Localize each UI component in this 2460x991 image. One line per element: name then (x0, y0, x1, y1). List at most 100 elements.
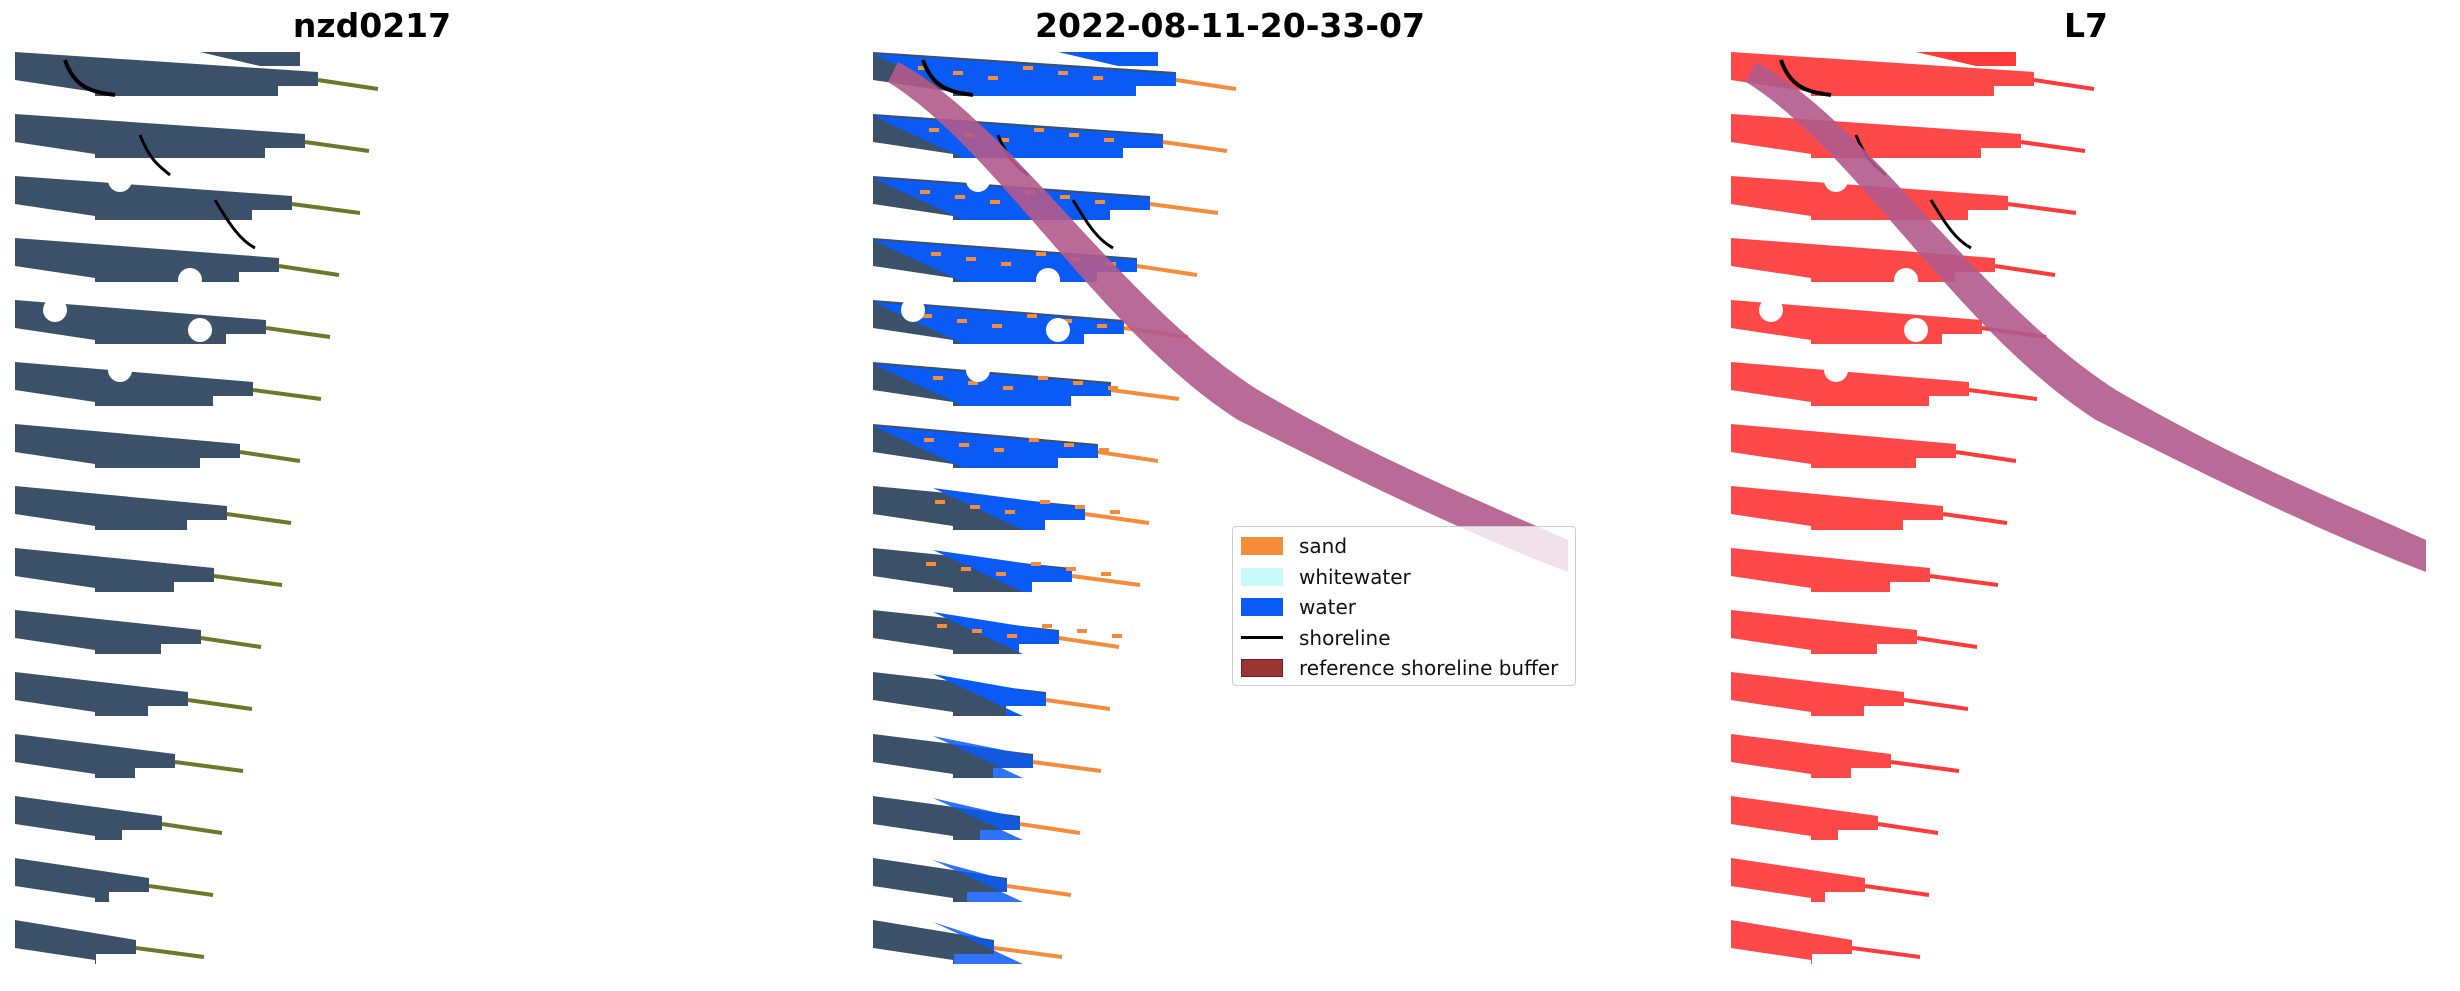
strip-tail (993, 946, 1063, 959)
sand-speckle (1108, 386, 1118, 390)
strip-tail (265, 326, 331, 339)
strip-tail (1032, 760, 1102, 773)
sand-speckle (1040, 500, 1050, 504)
strip-tail (187, 698, 253, 711)
sand-speckle (1005, 510, 1015, 514)
sand-speckle (953, 71, 963, 75)
sand-speckle (929, 128, 939, 132)
shoreline-swatch (1241, 636, 1283, 640)
shoreline-curve (138, 134, 171, 177)
sand-speckle (961, 567, 971, 571)
sand-speckle (918, 66, 928, 70)
legend-item-buffer: reference shoreline buffer (1241, 653, 1567, 684)
nodata-blob (178, 268, 202, 292)
sand-speckle (1066, 567, 1076, 571)
strip-tail (317, 78, 379, 91)
sand-speckle (968, 381, 978, 385)
sand-speckle (1003, 386, 1013, 390)
strip-tail (1045, 698, 1111, 711)
strip-tail (291, 202, 361, 215)
strip-tail (1019, 822, 1081, 835)
image-strip (1731, 362, 1969, 406)
image-strip (1731, 486, 1943, 530)
sand-speckle (1110, 510, 1120, 514)
strip-tail (1890, 760, 1960, 773)
sand-speckle (1001, 262, 1011, 266)
sand-speckle (1095, 200, 1105, 204)
legend-label: whitewater (1299, 564, 1411, 589)
nodata-blob (43, 298, 67, 322)
water-class (933, 488, 1085, 530)
image-strip (873, 920, 994, 964)
image-strip (15, 238, 279, 282)
sand-speckle (1112, 634, 1122, 638)
strip-tail (2020, 140, 2086, 153)
sand-speckle (996, 572, 1006, 576)
strip-tail (1942, 512, 2008, 525)
legend-label: shoreline (1299, 625, 1391, 650)
image-strip (1731, 610, 1917, 654)
sand-speckle (959, 443, 969, 447)
water-class (933, 798, 1023, 840)
sand-speckle (1034, 128, 1044, 132)
panel-title-date: 2022-08-11-20-33-07 (1035, 6, 1425, 45)
strip-tail (1851, 946, 1921, 959)
panel-mask-image (1731, 52, 2426, 964)
strip-tail (1903, 698, 1969, 711)
sand-speckle (1069, 133, 1079, 137)
water-class (933, 736, 1033, 778)
sand-speckle (935, 500, 945, 504)
sand-speckle (1097, 324, 1107, 328)
nodata-blob (108, 358, 132, 382)
legend-item-sand: sand (1241, 531, 1567, 562)
strip-tail (226, 512, 292, 525)
strip-tail (148, 884, 214, 897)
strip-tail (135, 946, 205, 959)
sand-speckle (955, 195, 965, 199)
water-class (873, 364, 1111, 406)
panel-title-satellite: L7 (2064, 6, 2108, 45)
strip-tail (1058, 636, 1120, 649)
strip-tail (1084, 512, 1150, 525)
sand-swatch (1241, 537, 1283, 556)
strip-tail (2033, 78, 2095, 91)
image-strip (15, 362, 253, 406)
image-strip (15, 548, 214, 592)
nodata-blob (1904, 318, 1928, 342)
image-strip (1731, 238, 1995, 282)
nodata-blob (966, 168, 990, 192)
strip-tail (1006, 884, 1072, 897)
legend-item-whitewater: whitewater (1241, 562, 1567, 593)
sand-speckle (1060, 195, 1070, 199)
sand-speckle (1031, 562, 1041, 566)
image-strip (1058, 52, 1158, 66)
legend-item-shoreline: shoreline (1241, 623, 1567, 654)
legend: sand whitewater water shoreline referenc… (1232, 526, 1576, 686)
strip-tail (1110, 388, 1180, 401)
strip-tail (1994, 264, 2056, 277)
image-strip (1731, 114, 2021, 158)
strip-tail (161, 822, 223, 835)
strip-tail (1149, 202, 1219, 215)
water-class (933, 674, 1046, 716)
legend-item-water: water (1241, 592, 1567, 623)
shoreline-curve (1929, 199, 1972, 250)
sand-speckle (1104, 138, 1114, 142)
shoreline-curve (1779, 59, 1832, 97)
image-strip (15, 52, 318, 96)
image-strip (15, 672, 188, 716)
sand-speckle (924, 438, 934, 442)
water-class (873, 426, 1098, 468)
strip-tail (304, 140, 370, 153)
sand-speckle (988, 76, 998, 80)
image-strip (15, 610, 201, 654)
strip-tail (1071, 574, 1141, 587)
nodata-blob (1824, 168, 1848, 192)
strip-tail (1929, 574, 1999, 587)
sand-speckle (1023, 66, 1033, 70)
image-strip (873, 796, 1020, 840)
strip-tail (174, 760, 244, 773)
sand-speckle (1058, 71, 1068, 75)
sand-speckle (1042, 624, 1052, 628)
